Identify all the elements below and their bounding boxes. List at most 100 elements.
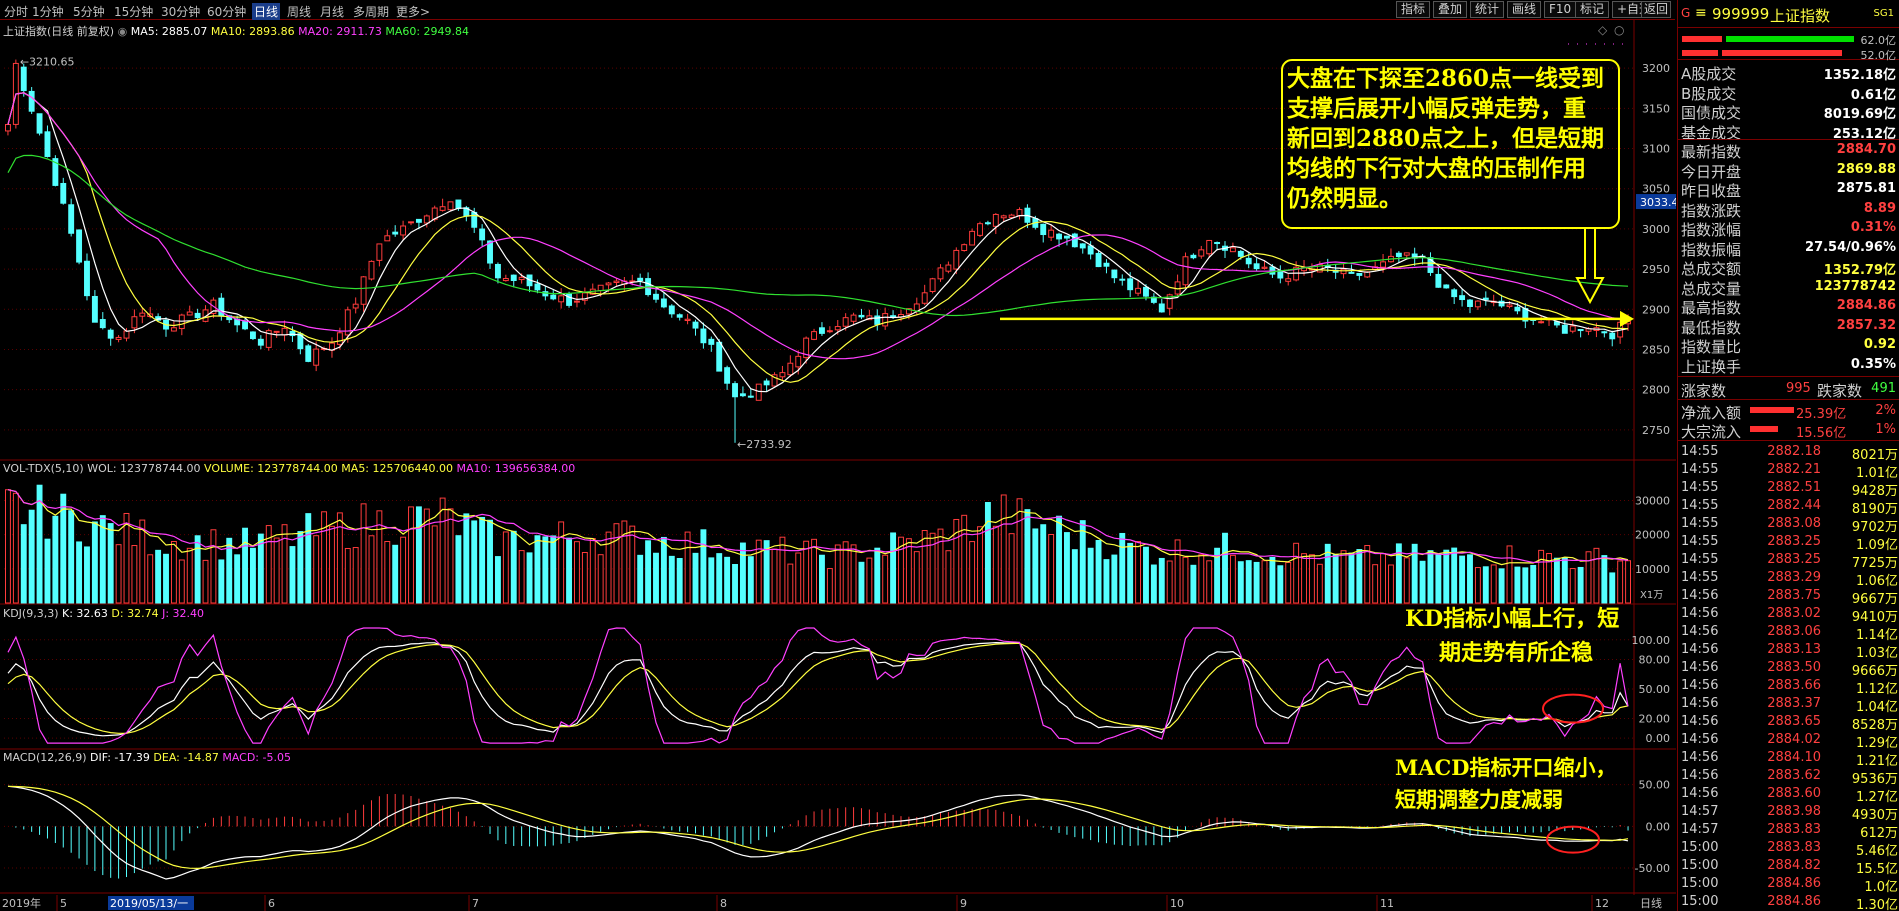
period-tab-1min[interactable]: 1分钟 bbox=[32, 5, 64, 19]
candle-body bbox=[992, 213, 999, 227]
candle-body bbox=[676, 314, 683, 318]
candle-body bbox=[502, 278, 509, 282]
volume-bar bbox=[969, 541, 976, 604]
volume-bar bbox=[676, 558, 683, 604]
tick-time: 14:56 bbox=[1681, 606, 1719, 621]
candle-body bbox=[194, 312, 201, 319]
candle-body bbox=[20, 66, 27, 92]
period-tab-30min[interactable]: 30分钟 bbox=[161, 5, 201, 19]
volume-bar bbox=[581, 551, 588, 604]
diamond-icon: ◇ bbox=[1598, 23, 1608, 37]
tick-volume: 7725万 bbox=[1851, 556, 1898, 571]
overlay-button[interactable]: 叠加 bbox=[1433, 1, 1468, 18]
candle-body bbox=[668, 305, 675, 315]
tick-time: 14:55 bbox=[1681, 498, 1719, 513]
volume-bar bbox=[637, 554, 644, 604]
period-tab-weekly[interactable]: 周线 bbox=[287, 5, 312, 19]
flow-bar-red bbox=[1682, 36, 1722, 42]
volume-bar bbox=[368, 535, 375, 604]
stat-row: 指数振幅 27.54/0.96% bbox=[1678, 238, 1899, 259]
tick-row: 14:56 2884.02 1.29亿 bbox=[1678, 731, 1899, 751]
price-axis: 3200 3150 3100 3050 3000 2950 2900 2850 2800 2750… bbox=[0, 62, 1676, 911]
volume-bar bbox=[1530, 564, 1537, 604]
candle-body bbox=[1459, 295, 1466, 301]
volume-bar bbox=[487, 519, 493, 604]
volume-unit-label: X1万 bbox=[1640, 590, 1663, 601]
candle-body bbox=[1285, 278, 1292, 282]
candle-body bbox=[131, 316, 138, 329]
period-tab-5min[interactable]: 5分钟 bbox=[73, 5, 105, 19]
back-button[interactable]: 返回 bbox=[1641, 1, 1672, 18]
tick-volume: 1.01亿 bbox=[1856, 466, 1898, 481]
period-tab-timeline[interactable]: 分时 bbox=[4, 5, 29, 19]
candle-body bbox=[1056, 233, 1062, 240]
annotation-layer: ←3210.65 ←2733.92 ◇ ○ bbox=[20, 23, 1634, 854]
tick-volume: 1.09亿 bbox=[1856, 538, 1898, 553]
stat-value: 1352.18亿 bbox=[1823, 68, 1896, 83]
candle-body bbox=[953, 249, 960, 270]
candle-body bbox=[1111, 269, 1118, 279]
tick-price: 2882.18 bbox=[1767, 444, 1821, 459]
sidebar-divider bbox=[1678, 376, 1899, 377]
period-tab-monthly[interactable]: 月线 bbox=[320, 5, 345, 19]
draw-line-button[interactable]: 画线 bbox=[1507, 1, 1542, 18]
candle-body bbox=[265, 330, 272, 348]
quote-sidebar: G ≡ 999999 上证指数 SG1 62.0亿 52.0亿 A股成交 1352… bbox=[1677, 0, 1899, 911]
volume-bar bbox=[408, 506, 414, 604]
volume-bar bbox=[439, 497, 446, 604]
volume-bar bbox=[1427, 550, 1434, 604]
kline-chart[interactable]: 3200 3150 3100 3050 3000 2950 2900 2850 2800 2750… bbox=[0, 0, 1676, 911]
volume-bar bbox=[1214, 547, 1221, 604]
candle-body bbox=[1435, 273, 1442, 288]
volume-bar bbox=[1546, 553, 1552, 604]
statistics-button[interactable]: 统计 bbox=[1470, 1, 1505, 18]
period-tab-daily[interactable]: 日线 bbox=[252, 3, 281, 20]
volume-bar bbox=[558, 521, 565, 604]
volume-bar bbox=[771, 548, 778, 604]
volume-bar bbox=[20, 524, 27, 604]
tick-volume: 15.5亿 bbox=[1856, 862, 1898, 877]
volume-bar bbox=[376, 510, 383, 604]
tick-price: 2883.02 bbox=[1767, 606, 1821, 621]
volume-bar bbox=[984, 502, 991, 604]
net-inflow-row: 净流入额 25.39亿 2% bbox=[1678, 401, 1899, 422]
period-toolbar: 分时 1分钟 5分钟 15分钟 30分钟 60分钟 日线 周线 月线 多周期 更… bbox=[0, 0, 1675, 20]
tick-row: 15:00 2884.86 1.0亿 bbox=[1678, 875, 1899, 895]
period-tab-multi[interactable]: 多周期 bbox=[353, 5, 390, 19]
candle-body bbox=[392, 231, 399, 235]
indicator-button[interactable]: 指标 bbox=[1396, 1, 1431, 18]
stat-label: 指数量比 bbox=[1681, 338, 1742, 356]
period-tab-15min[interactable]: 15分钟 bbox=[114, 5, 154, 19]
tick-row: 14:56 2883.60 1.27亿 bbox=[1678, 785, 1899, 805]
volume-tick-label: 20000 bbox=[1635, 529, 1670, 542]
f10-button[interactable]: F10 bbox=[1544, 1, 1577, 18]
net-inflow-pct: 2% bbox=[1875, 403, 1896, 418]
ma-toggle-icon[interactable]: ◉ bbox=[117, 25, 128, 38]
volume-bar bbox=[826, 568, 833, 604]
candle-body bbox=[850, 314, 857, 322]
tick-price: 2883.37 bbox=[1767, 696, 1821, 711]
kdj-j-label: J: 32.40 bbox=[162, 607, 205, 620]
kdj-tick-label: 20.00 bbox=[1639, 712, 1671, 725]
period-tab-60min[interactable]: 60分钟 bbox=[207, 5, 247, 19]
callout-box bbox=[1281, 59, 1620, 229]
volume-bar bbox=[447, 508, 454, 604]
volume-bar bbox=[60, 493, 67, 604]
candle-body bbox=[76, 229, 83, 263]
candle-body bbox=[186, 311, 193, 316]
volume-bar bbox=[526, 552, 533, 604]
period-tab-more[interactable]: 更多> bbox=[396, 5, 431, 19]
volume-bar bbox=[732, 564, 738, 604]
mark-button[interactable]: 标记 bbox=[1575, 1, 1610, 18]
menu-icon[interactable]: ≡ bbox=[1695, 5, 1707, 21]
stat-row: 指数涨跌 8.89 bbox=[1678, 199, 1899, 220]
security-code: 999999 bbox=[1712, 5, 1770, 23]
tick-time: 14:56 bbox=[1681, 642, 1719, 657]
callout-arrow-icon bbox=[1575, 227, 1605, 305]
volume-bar bbox=[629, 525, 636, 604]
candle-body bbox=[937, 267, 944, 280]
volume-bar bbox=[724, 556, 731, 604]
stat-row: 昨日收盘 2875.81 bbox=[1678, 179, 1899, 200]
candle-body bbox=[1506, 304, 1513, 308]
volume-bar bbox=[265, 525, 272, 604]
